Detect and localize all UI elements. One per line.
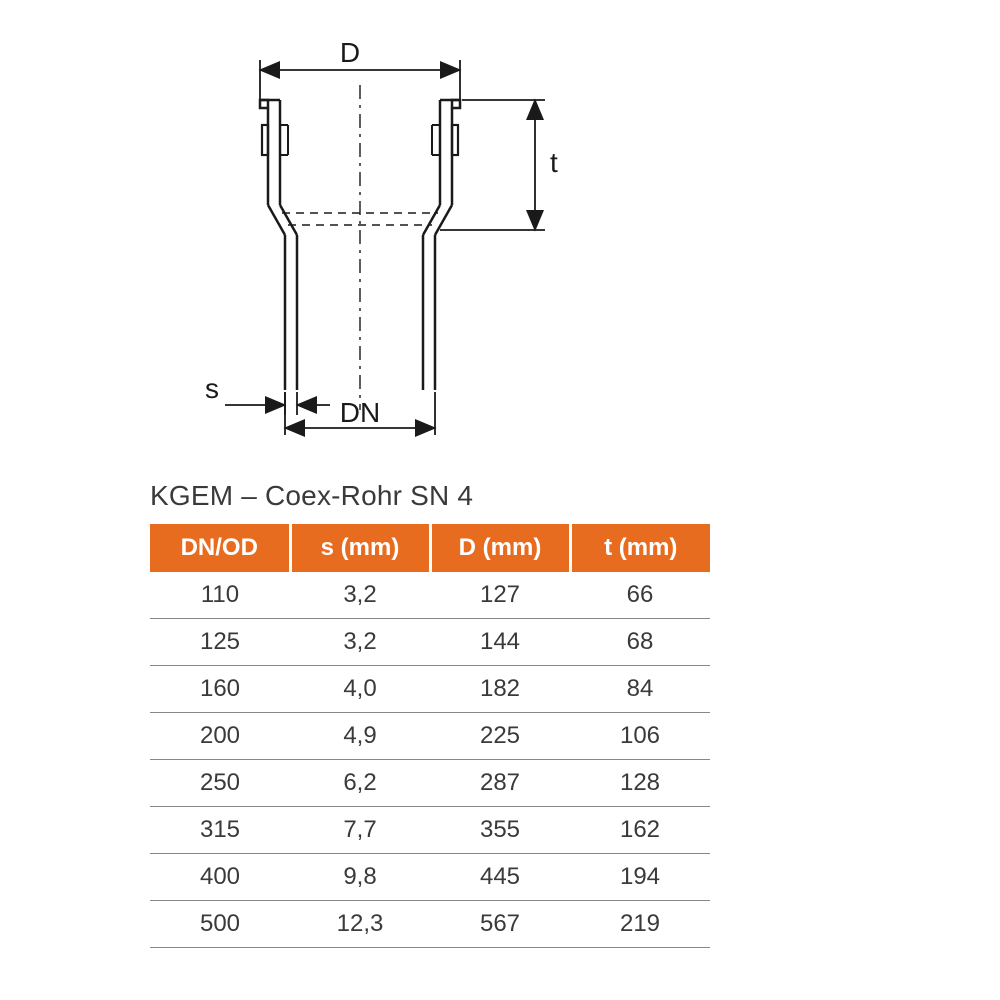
table-cell: 500 [150, 901, 290, 948]
table-cell: 160 [150, 666, 290, 713]
col-header-D: D (mm) [430, 524, 570, 572]
table-cell: 445 [430, 854, 570, 901]
col-header-s: s (mm) [290, 524, 430, 572]
table-row: 50012,3567219 [150, 901, 710, 948]
table-cell: 162 [570, 807, 710, 854]
table-header-row: DN/OD s (mm) D (mm) t (mm) [150, 524, 710, 572]
diagram-svg: D [150, 30, 630, 450]
table-row: 1604,018284 [150, 666, 710, 713]
table-cell: 194 [570, 854, 710, 901]
label-s: s [205, 373, 219, 404]
label-D: D [340, 37, 360, 68]
table-cell: 84 [570, 666, 710, 713]
table-cell: 68 [570, 619, 710, 666]
pipe-cross-section-diagram: D [150, 30, 630, 450]
table-title: KGEM – Coex-Rohr SN 4 [150, 480, 473, 512]
col-header-dn: DN/OD [150, 524, 290, 572]
table-cell: 355 [430, 807, 570, 854]
table-cell: 127 [430, 572, 570, 619]
table-row: 3157,7355162 [150, 807, 710, 854]
table-cell: 182 [430, 666, 570, 713]
table-cell: 200 [150, 713, 290, 760]
table-cell: 4,9 [290, 713, 430, 760]
table-cell: 106 [570, 713, 710, 760]
table-cell: 287 [430, 760, 570, 807]
table-row: 1103,212766 [150, 572, 710, 619]
table-cell: 7,7 [290, 807, 430, 854]
table-cell: 219 [570, 901, 710, 948]
table-cell: 567 [430, 901, 570, 948]
table-row: 4009,8445194 [150, 854, 710, 901]
table-cell: 225 [430, 713, 570, 760]
table-cell: 250 [150, 760, 290, 807]
table-row: 2004,9225106 [150, 713, 710, 760]
table-cell: 3,2 [290, 619, 430, 666]
table-cell: 3,2 [290, 572, 430, 619]
table-row: 2506,2287128 [150, 760, 710, 807]
label-DN: DN [340, 397, 380, 428]
table-cell: 66 [570, 572, 710, 619]
col-header-t: t (mm) [570, 524, 710, 572]
spec-table: DN/OD s (mm) D (mm) t (mm) 1103,21276612… [150, 524, 710, 948]
table-cell: 110 [150, 572, 290, 619]
table-cell: 315 [150, 807, 290, 854]
table-cell: 125 [150, 619, 290, 666]
table-cell: 128 [570, 760, 710, 807]
table-cell: 400 [150, 854, 290, 901]
table-cell: 12,3 [290, 901, 430, 948]
table-cell: 4,0 [290, 666, 430, 713]
table-cell: 144 [430, 619, 570, 666]
table-row: 1253,214468 [150, 619, 710, 666]
table-cell: 9,8 [290, 854, 430, 901]
label-t: t [550, 147, 558, 178]
table-cell: 6,2 [290, 760, 430, 807]
